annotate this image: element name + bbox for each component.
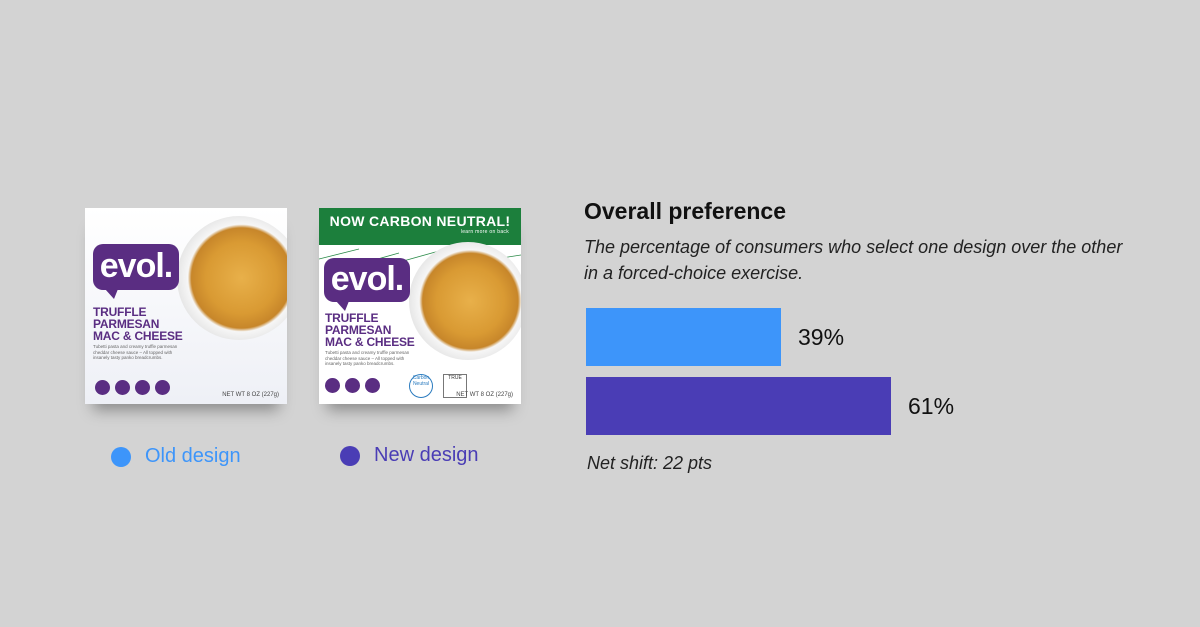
- true-cert-icon: TRUE: [443, 374, 467, 398]
- bar-value-label: 39%: [798, 324, 844, 350]
- mac-and-cheese-bowl-image: [177, 216, 287, 340]
- chart-subtitle: The percentage of consumers who select o…: [584, 237, 1123, 283]
- badge-icon: [115, 380, 130, 395]
- net-weight: NET WT 8 OZ (227g): [456, 392, 513, 398]
- chart-title: Overall preference: [584, 198, 787, 224]
- legend-label: New design: [374, 444, 479, 466]
- product-name: TRUFFLE PARMESAN MAC & CHEESE: [325, 311, 415, 349]
- badge-icon: [325, 378, 340, 393]
- bar-old-design: [586, 308, 781, 366]
- badge-icon: [365, 378, 380, 393]
- carbon-neutral-cert-icon: Carbon Neutral: [409, 374, 433, 398]
- new-design-package: NOW CARBON NEUTRAL! learn more on back e…: [319, 208, 521, 404]
- badge-icon: [345, 378, 360, 393]
- package-badges: [95, 380, 170, 395]
- badge-icon: [155, 380, 170, 395]
- banner-text: NOW CARBON NEUTRAL!: [329, 213, 511, 229]
- badge-icon: [135, 380, 150, 395]
- evol-logo: evol.: [324, 258, 410, 311]
- evol-logo: evol.: [93, 244, 179, 299]
- carbon-neutral-banner: NOW CARBON NEUTRAL! learn more on back: [319, 208, 521, 245]
- legend-dot-icon: [111, 446, 131, 467]
- badge-icon: [95, 380, 110, 395]
- legend-label: Old design: [145, 445, 241, 467]
- package-badges: [325, 378, 380, 393]
- banner-subtext: learn more on back: [460, 229, 509, 235]
- bar-value-label: 61%: [908, 393, 954, 419]
- product-description: Tubetti pasta and creamy truffle parmesa…: [93, 344, 178, 360]
- net-weight: NET WT 8 OZ (227g): [222, 392, 279, 398]
- mac-and-cheese-bowl-image: [409, 242, 521, 360]
- legend-item-old-design: Old design: [111, 445, 241, 468]
- product-description: Tubetti pasta and creamy truffle parmesa…: [325, 350, 410, 366]
- net-shift-annotation: Net shift: 22 pts: [587, 453, 713, 473]
- bar-new-design: [586, 377, 891, 435]
- product-name: TRUFFLE PARMESAN MAC & CHEESE: [93, 305, 183, 343]
- legend-dot-icon: [340, 445, 360, 466]
- old-design-package: evol. TRUFFLE PARMESAN MAC & CHEESE Tube…: [85, 208, 287, 404]
- legend-item-new-design: New design: [340, 444, 479, 467]
